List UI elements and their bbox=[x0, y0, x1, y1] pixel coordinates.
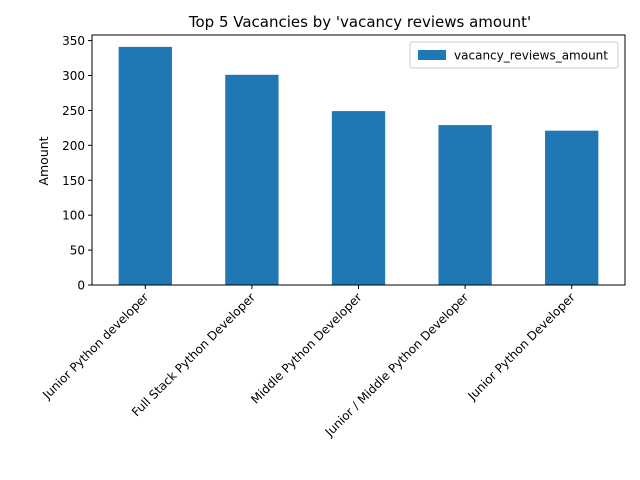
y-tick-label: 150 bbox=[62, 174, 85, 188]
bar-2 bbox=[225, 74, 279, 285]
y-tick-label: 200 bbox=[62, 139, 85, 153]
y-tick-label: 250 bbox=[62, 104, 85, 118]
y-tick-label: 350 bbox=[62, 34, 85, 48]
y-tick-label: 50 bbox=[70, 244, 85, 258]
y-axis-label: Amount bbox=[36, 136, 51, 185]
bars-group bbox=[118, 46, 599, 286]
legend: vacancy_reviews_amount bbox=[409, 41, 619, 69]
legend-box bbox=[409, 41, 619, 69]
x-tick-label: Junior Python developer bbox=[39, 290, 151, 402]
y-tick-label: 0 bbox=[77, 279, 85, 293]
bar-1 bbox=[118, 46, 172, 286]
y-tick-label: 100 bbox=[62, 209, 85, 223]
y-tick-label: 300 bbox=[62, 69, 85, 83]
x-tick-label: Full Stack Python Developer bbox=[129, 290, 258, 419]
x-tick-label: Middle Python Developer bbox=[248, 290, 364, 406]
bar-3 bbox=[331, 111, 386, 286]
legend-swatch bbox=[418, 50, 447, 60]
y-axis-ticks: 0 50 100 150 200 250 300 350 bbox=[62, 34, 92, 293]
chart-title: Top 5 Vacancies by 'vacancy reviews amou… bbox=[188, 13, 531, 31]
bar-4 bbox=[438, 125, 492, 285]
plot-frame bbox=[91, 34, 626, 286]
x-tick-label: Junior Python Developer bbox=[464, 290, 577, 403]
bar-5 bbox=[545, 130, 599, 285]
legend-label: vacancy_reviews_amount bbox=[454, 49, 608, 63]
